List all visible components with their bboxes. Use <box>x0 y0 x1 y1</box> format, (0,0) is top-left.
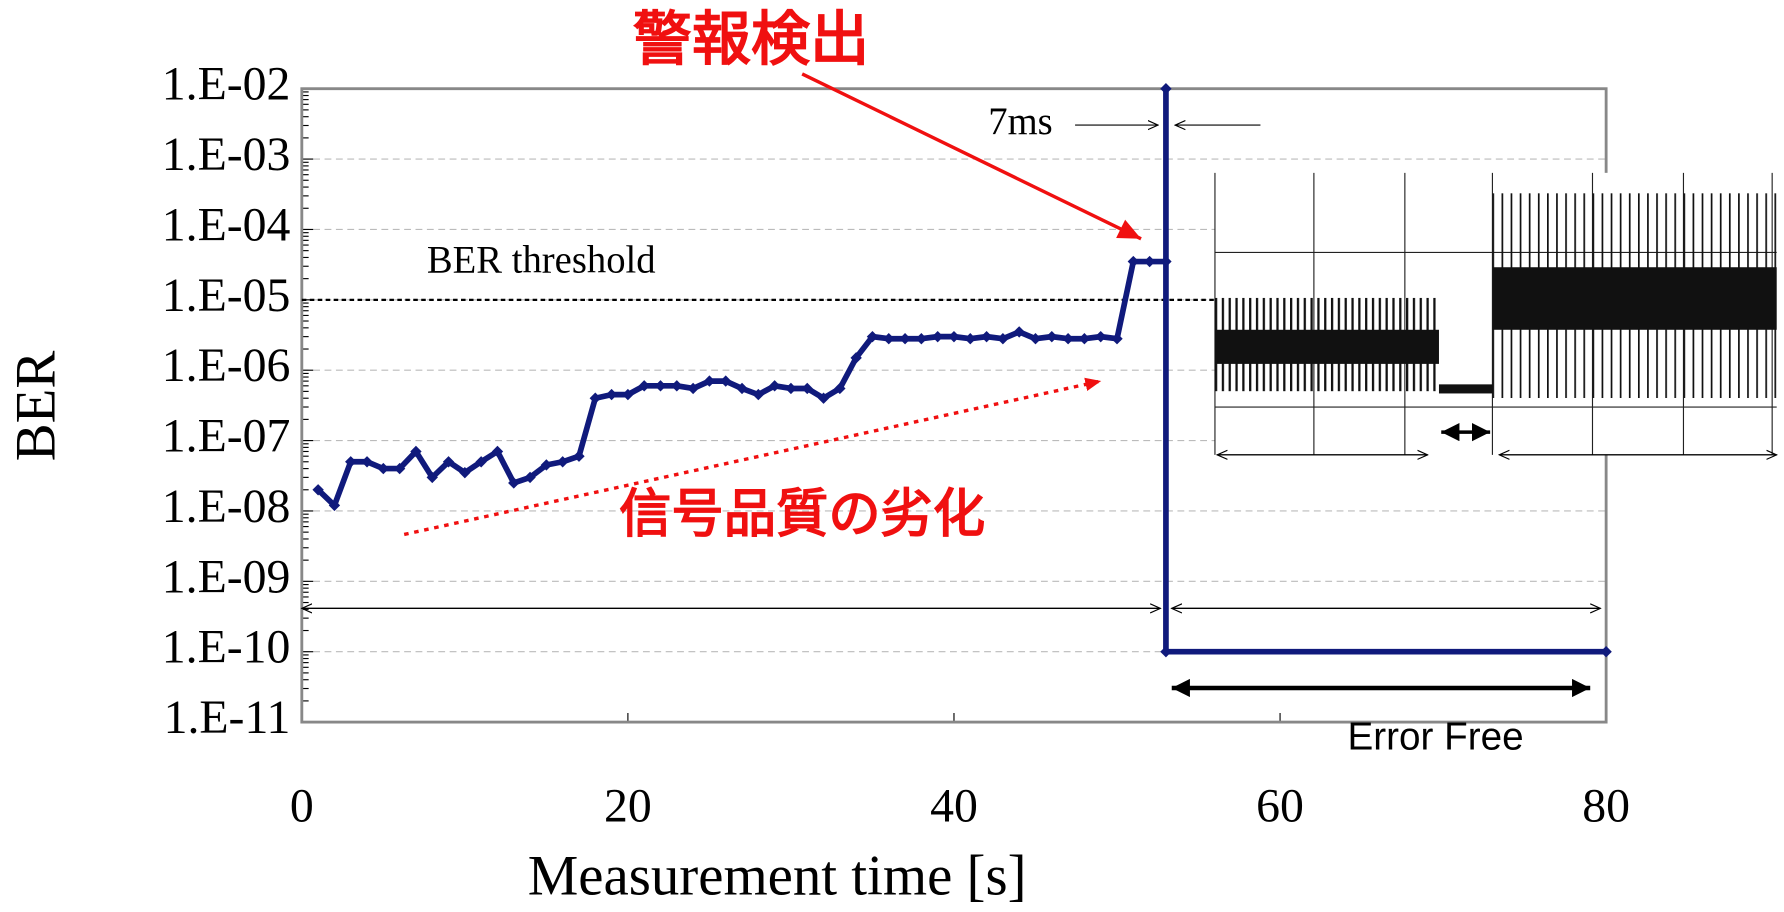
y-tick-label: 1.E-08 <box>162 480 291 533</box>
data-point <box>1160 83 1171 94</box>
data-point <box>948 331 959 342</box>
data-point <box>785 383 796 394</box>
y-tick-label: 1.E-11 <box>164 691 291 744</box>
y-tick-label: 1.E-09 <box>162 550 291 603</box>
data-point <box>1079 333 1090 344</box>
data-point <box>1160 646 1171 657</box>
threshold-label: BER threshold <box>427 239 656 281</box>
data-point <box>1144 256 1155 267</box>
data-point <box>1095 331 1106 342</box>
y-tick-label: 1.E-10 <box>162 621 291 674</box>
switch-time-label: 7ms <box>988 101 1052 143</box>
data-point <box>1128 256 1139 267</box>
y-tick-label: 1.E-03 <box>162 128 291 181</box>
x-tick-label: 0 <box>290 780 314 833</box>
data-point <box>1062 333 1073 344</box>
data-point <box>606 389 617 400</box>
y-axis-title: BER <box>4 351 67 462</box>
data-point <box>1600 646 1611 657</box>
y-tick-label: 1.E-06 <box>162 339 291 392</box>
data-point <box>1160 256 1171 267</box>
alarm-label: 警報検出 <box>633 4 870 73</box>
y-tick-label: 1.E-05 <box>162 269 291 322</box>
y-tick-label: 1.E-02 <box>162 58 291 111</box>
degradation-label: 信号品質の劣化 <box>619 483 985 544</box>
x-tick-label: 60 <box>1256 780 1304 833</box>
y-tick-label: 1.E-07 <box>162 410 291 463</box>
x-tick-label: 20 <box>604 780 652 833</box>
data-point <box>965 333 976 344</box>
chart: 警報検出 信号品質の劣化 7ms Error Free Measurement … <box>0 0 1784 912</box>
x-axis-title: Measurement time [s] <box>528 844 1027 907</box>
data-point <box>883 333 894 344</box>
data-point <box>916 333 927 344</box>
inset-waveform <box>1215 173 1777 455</box>
data-point <box>981 331 992 342</box>
data-point <box>899 333 910 344</box>
data-point <box>655 380 666 391</box>
data-point <box>671 380 682 391</box>
x-tick-label: 80 <box>1582 780 1630 833</box>
data-point <box>1111 333 1122 344</box>
data-point <box>1046 331 1057 342</box>
error-free-label: Error Free <box>1347 715 1523 758</box>
y-tick-label: 1.E-04 <box>162 198 291 251</box>
data-point <box>932 331 943 342</box>
x-tick-label: 40 <box>930 780 978 833</box>
